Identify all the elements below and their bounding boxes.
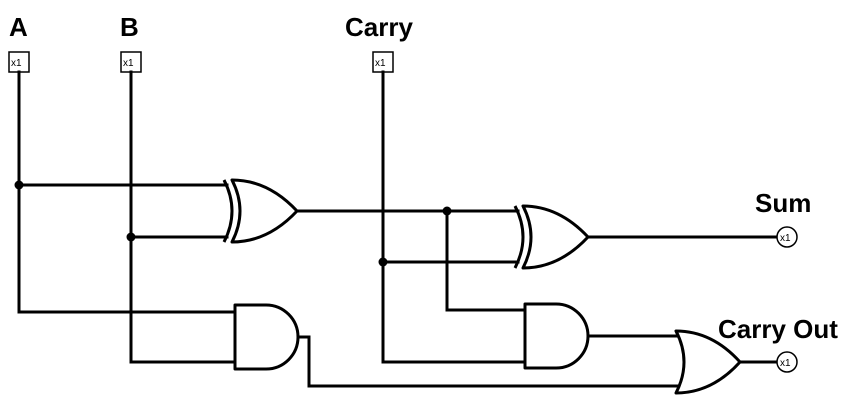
and-gate-2[interactable] [523, 302, 590, 370]
wire-and1-or [295, 335, 682, 388]
output-sum-tag: x1 [780, 233, 791, 244]
or-gate[interactable] [674, 329, 742, 395]
xor-gate-1[interactable] [222, 178, 299, 244]
junction-xor1-out [442, 206, 452, 216]
wire-carry-and2 [381, 70, 527, 364]
input-b-label: B [120, 12, 139, 42]
junction-b [126, 232, 136, 242]
input-a-tag: x1 [11, 58, 22, 69]
xor-gate-2[interactable] [513, 204, 590, 270]
output-sum-pin[interactable]: x1 [776, 226, 798, 248]
wire-b-and1 [129, 70, 237, 364]
input-a-pin[interactable]: x1 [8, 51, 30, 73]
input-carry-pin[interactable]: x1 [372, 51, 394, 73]
wire-xor1-and2 [445, 209, 527, 312]
output-sum-label: Sum [755, 188, 811, 218]
input-b-pin[interactable]: x1 [120, 51, 142, 73]
input-carry-label: Carry [345, 12, 413, 42]
output-carry-out-tag: x1 [780, 358, 791, 369]
input-a-label: A [9, 12, 28, 42]
output-carry-out-pin[interactable]: x1 [776, 351, 798, 373]
and-gate-1[interactable] [233, 303, 300, 371]
junction-carry [378, 257, 388, 267]
output-carry-out-label: Carry Out [718, 314, 838, 344]
input-carry-tag: x1 [375, 58, 386, 69]
wire-a-and1 [17, 70, 237, 314]
input-b-tag: x1 [123, 58, 134, 69]
junction-a [14, 180, 24, 190]
